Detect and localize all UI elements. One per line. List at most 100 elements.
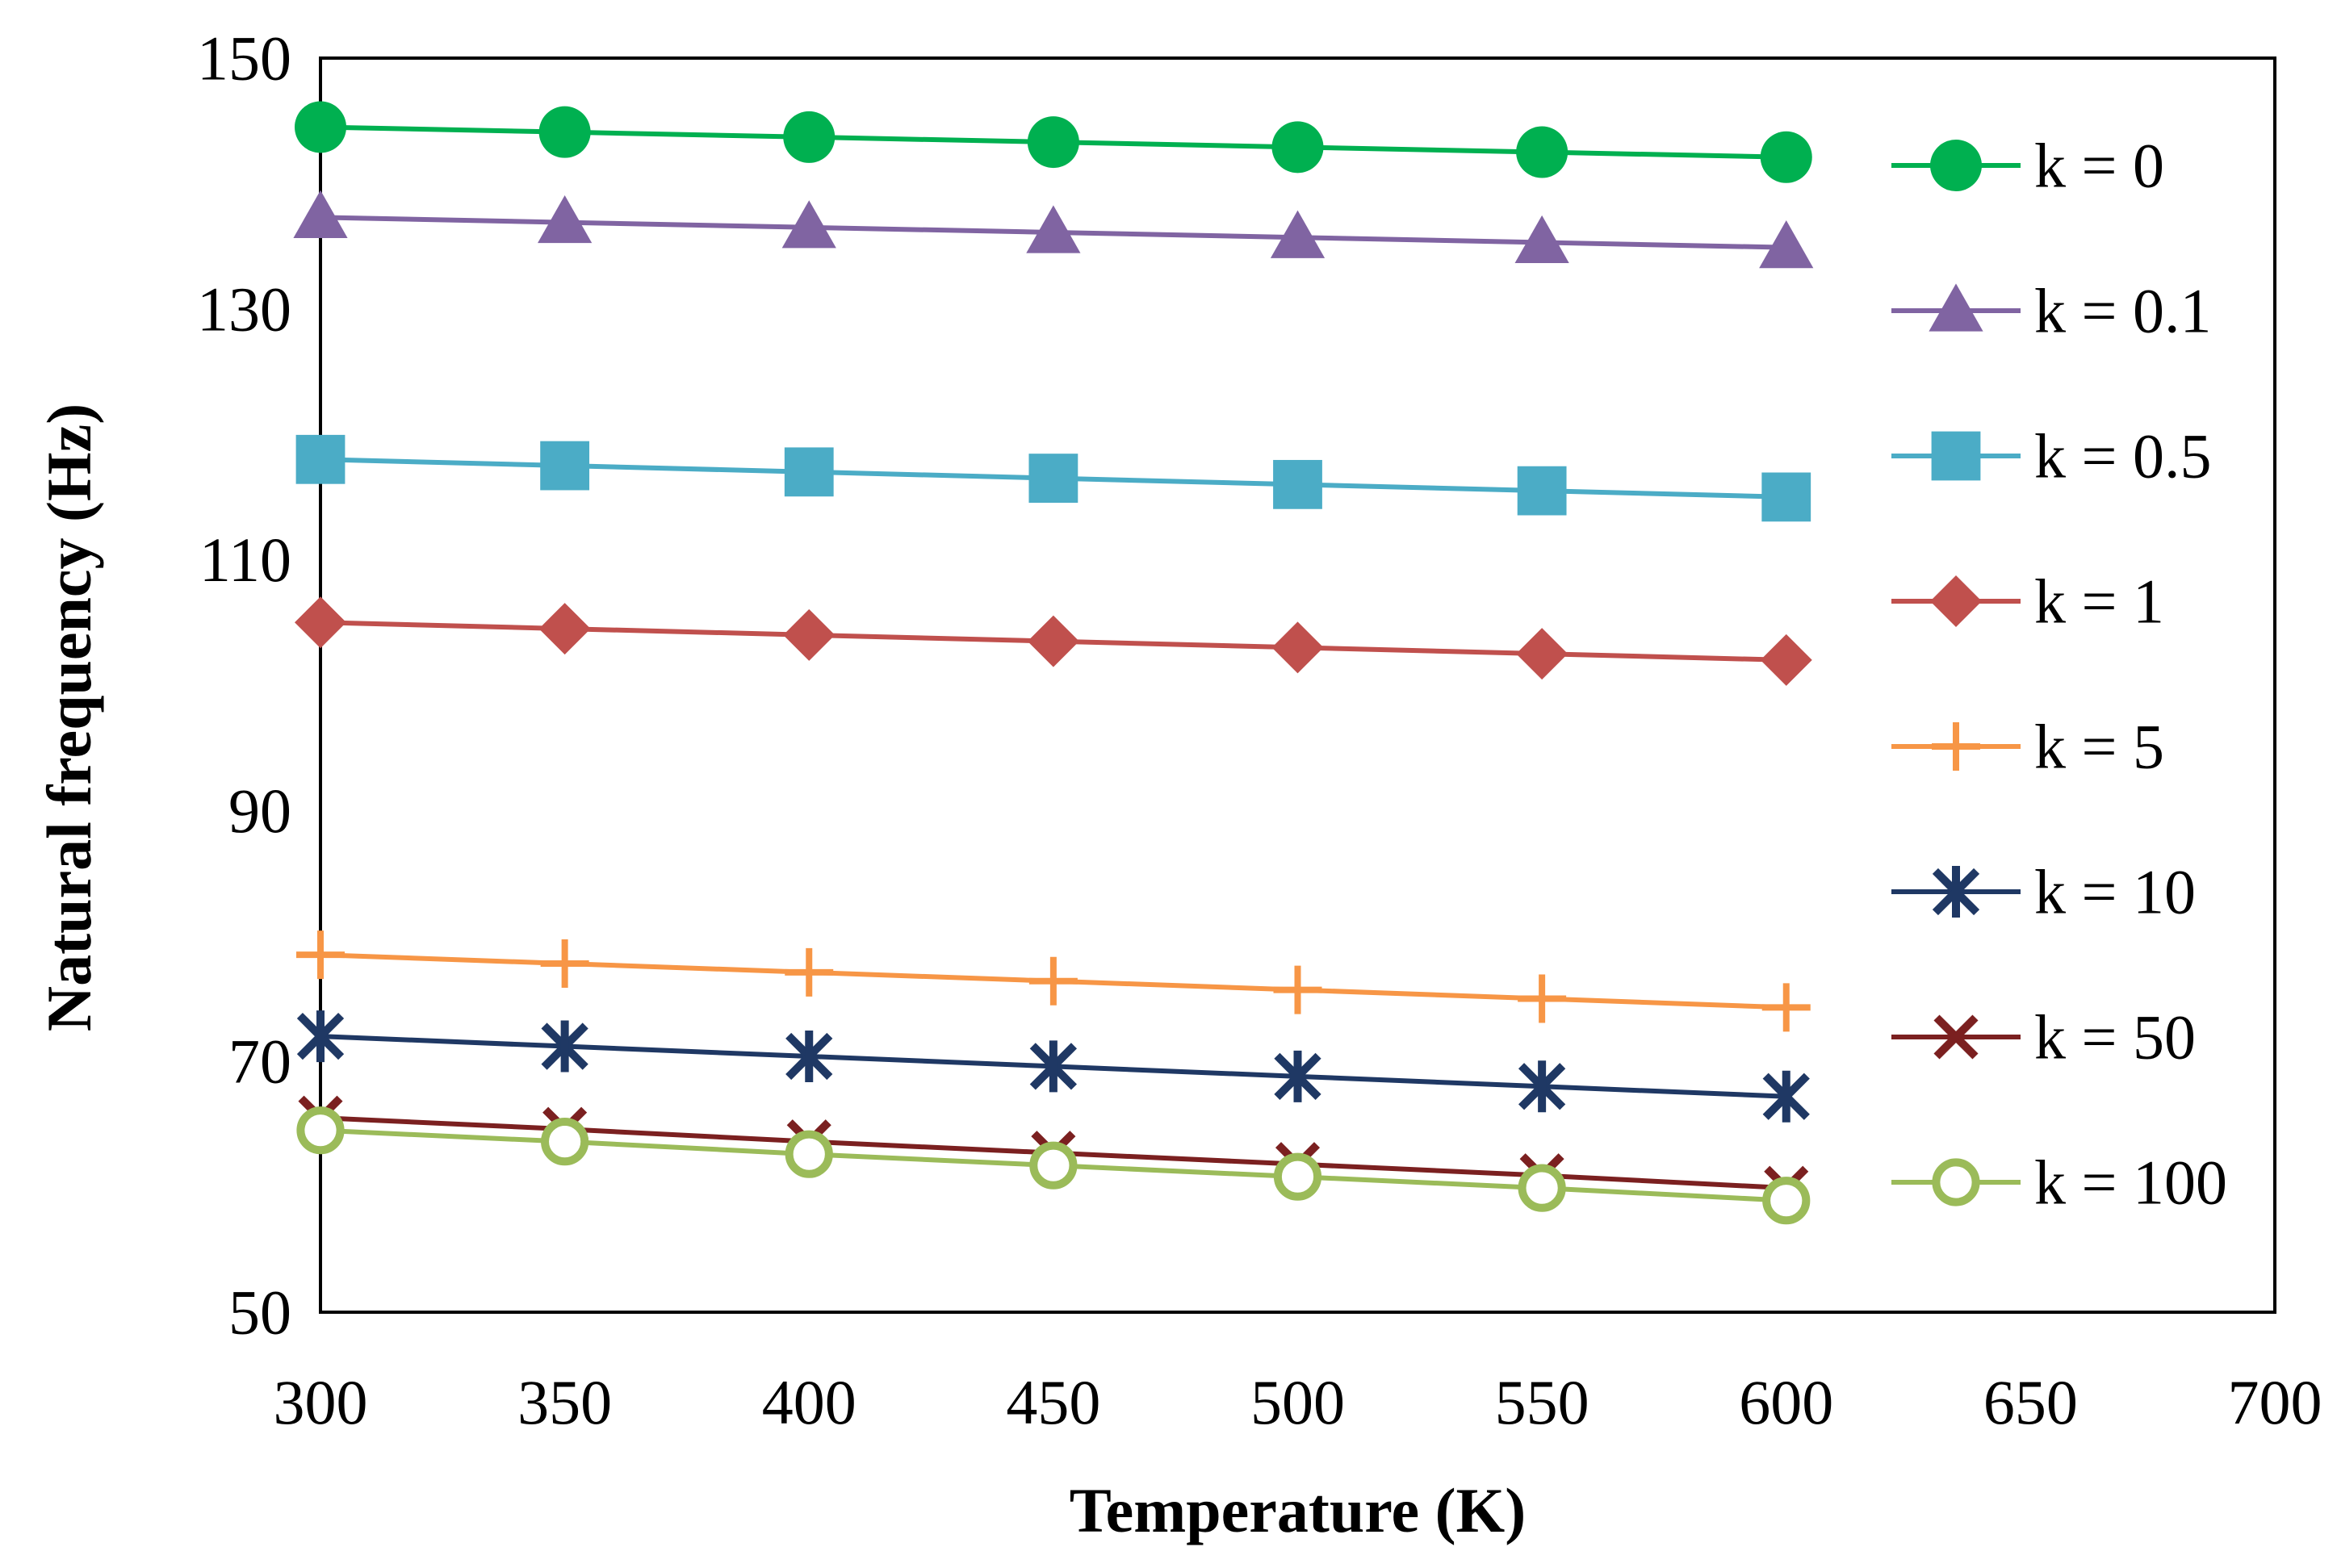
marker-shape [1931,431,1981,481]
series-layer [293,101,1814,1225]
x-tick-label: 450 [1006,1367,1100,1437]
data-point [296,1010,345,1063]
legend-marker [1929,283,1983,332]
marker-shape [538,106,591,158]
legend-item: k = 0 [1891,131,2164,201]
legend-marker [1932,866,1980,918]
data-point [538,603,591,655]
data-point [1029,1040,1078,1093]
data-point [295,434,346,484]
legend-item: k = 5 [1891,712,2164,782]
data-point [1518,1164,1566,1212]
legend-item: k = 50 [1891,1002,2196,1073]
legend-item: k = 0.1 [1891,276,2212,346]
marker-shape [541,1118,589,1166]
data-point [781,200,836,249]
data-point [1518,974,1567,1023]
data-point [1270,210,1326,258]
data-point [538,106,591,158]
legend-item: k = 100 [1891,1148,2227,1218]
y-tick-label: 150 [197,23,291,94]
marker-shape [781,200,836,249]
legend-label: k = 0 [2034,131,2164,201]
data-point [1027,116,1079,169]
legend-marker [1931,431,1981,481]
y-tick-label: 90 [228,776,291,846]
series-k-10 [296,1010,1810,1123]
y-tick-label: 110 [199,525,291,595]
x-tick-label: 300 [274,1367,368,1437]
marker-shape [1027,615,1079,667]
marker-shape [538,194,593,244]
legend-marker [1932,722,1980,771]
data-point [1516,126,1568,178]
data-point [783,111,836,163]
legend-label: k = 1 [2034,567,2164,637]
legend-label: k = 10 [2034,857,2196,927]
marker-shape [1932,1158,1980,1206]
marker-shape [1273,1152,1322,1201]
data-point [785,947,834,997]
series-k-0-5 [295,434,1811,522]
data-point [1273,965,1322,1014]
series-k-0-1 [293,190,1814,269]
legend-label: k = 50 [2034,1002,2196,1073]
data-point [296,930,345,980]
x-tick-label: 500 [1250,1367,1345,1437]
marker-shape [1759,220,1814,269]
y-tick-label: 70 [228,1027,291,1097]
marker-shape [1026,205,1081,253]
data-point [785,1030,833,1082]
legend-marker [1930,140,1982,191]
marker-shape [784,447,834,497]
data-point [540,441,590,491]
data-point [1273,459,1322,509]
data-point [1271,121,1324,174]
marker-shape [1930,575,1982,627]
data-point [1762,1070,1810,1123]
marker-shape [1760,131,1812,183]
legend-item: k = 0.5 [1891,421,2212,491]
marker-shape [1516,126,1568,178]
marker-shape [1514,215,1569,264]
marker-shape [295,101,346,153]
marker-shape [1761,472,1811,522]
data-point [1518,1060,1566,1113]
marker-shape [293,190,348,238]
data-point [296,1106,345,1155]
y-tick-label: 130 [197,274,291,344]
data-point [1514,215,1569,264]
marker-shape [295,596,346,649]
data-point [295,101,346,153]
marker-shape [538,603,591,655]
x-tick-label: 550 [1495,1367,1589,1437]
legend-marker [1932,1158,1980,1206]
data-point [1517,466,1567,516]
marker-shape [1271,121,1324,174]
x-tick-label: 700 [2228,1367,2322,1437]
marker-shape [1762,1177,1811,1225]
x-axis-title: Temperature (K) [1070,1475,1526,1545]
data-point [783,608,836,661]
marker-shape [1516,628,1568,680]
axes-layer: 50 70 90 110 130 150 300 350 400 450 500 550 600 650 7… [197,23,2322,1438]
legend: k = 0 k = 0.1 k = 0.5 k = 1 k = 5 k = 10 k = 5… [1891,131,2227,1218]
data-point [1759,220,1814,269]
series-k-1 [295,596,1812,686]
marker-shape [1028,454,1078,503]
data-point [541,1020,588,1073]
data-point [1029,1141,1078,1190]
data-point [1273,1152,1322,1201]
data-point [1028,454,1078,503]
data-point [1026,205,1081,253]
data-point [1760,633,1812,686]
data-point [1028,956,1078,1006]
x-tick-label: 400 [762,1367,856,1437]
x-tick-label: 600 [1739,1367,1833,1437]
marker-shape [1271,621,1324,674]
data-point [1760,131,1812,183]
marker-shape [1933,1014,1979,1060]
data-point [784,447,834,497]
series-k-0 [295,101,1812,183]
